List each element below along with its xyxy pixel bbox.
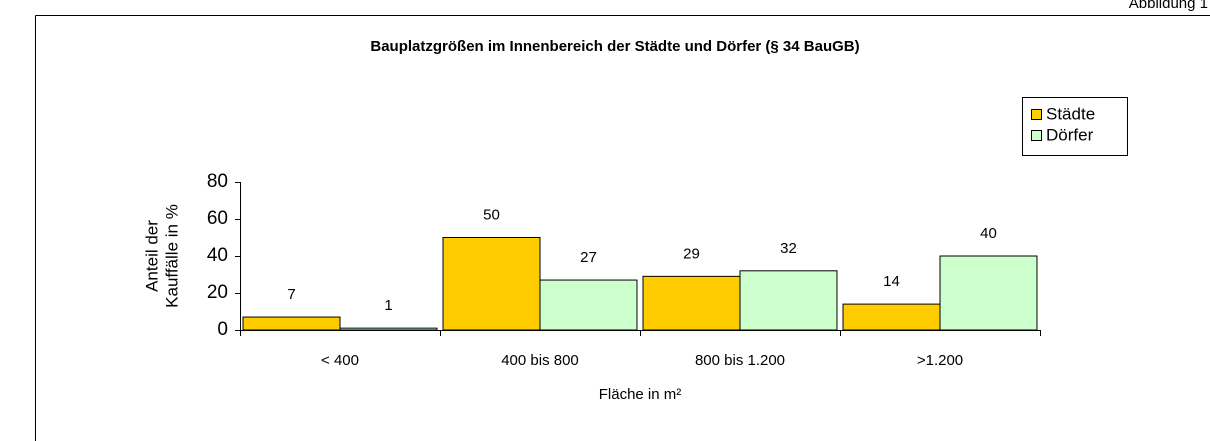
bar: [642, 275, 741, 331]
bar: [842, 303, 941, 331]
bar: [739, 270, 838, 331]
bar: [539, 279, 638, 331]
x-axis-title: Fläche in m²: [599, 386, 682, 403]
legend-label: Städte: [1046, 104, 1095, 123]
y-tick-label: 40: [207, 245, 228, 266]
y-tick-label: 60: [207, 208, 228, 229]
value-label: 27: [580, 249, 597, 266]
legend-swatch: [1031, 130, 1042, 141]
bar: [442, 237, 541, 331]
legend-box: [1022, 97, 1128, 156]
value-label: 32: [780, 240, 797, 257]
y-axis-title: Kauffälle in %: [162, 204, 181, 308]
legend-label: Dörfer: [1046, 125, 1094, 144]
x-tick-label: < 400: [321, 352, 359, 369]
bar: [939, 255, 1038, 331]
value-label: 29: [683, 245, 700, 262]
y-tick-label: 0: [217, 319, 228, 340]
value-label: 50: [483, 206, 500, 223]
value-label: 7: [287, 286, 295, 303]
value-label: 1: [384, 297, 392, 314]
x-tick-label: 400 bis 800: [501, 352, 579, 369]
legend-swatch: [1031, 109, 1042, 120]
bar: [242, 316, 341, 331]
corner-label: Abbildung 1: [1129, 0, 1208, 12]
value-label: 40: [980, 225, 997, 242]
chart-title: Bauplatzgrößen im Innenbereich der Städt…: [370, 38, 859, 55]
y-tick-label: 20: [207, 282, 228, 303]
y-tick-label: 80: [207, 171, 228, 192]
y-axis-title: Anteil der: [142, 220, 161, 292]
x-tick-label: 800 bis 1.200: [695, 352, 785, 369]
bar: [339, 327, 438, 331]
value-label: 14: [883, 273, 900, 290]
x-tick-label: >1.200: [917, 352, 963, 369]
